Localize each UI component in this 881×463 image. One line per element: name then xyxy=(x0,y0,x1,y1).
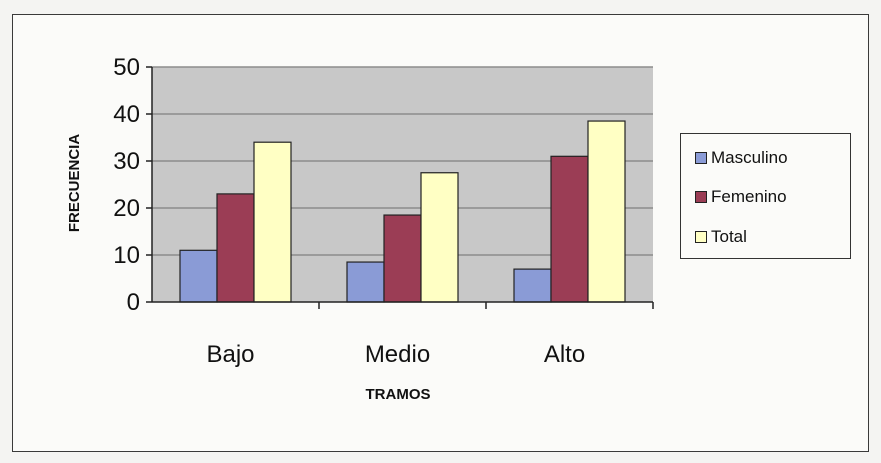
legend-label-femenino: Femenino xyxy=(711,187,787,206)
y-tick-label: 40 xyxy=(113,101,140,128)
bar-total-medio xyxy=(420,172,459,303)
legend-item-total: Total xyxy=(695,226,747,248)
y-tick-label: 10 xyxy=(113,242,140,269)
y-tick-label: 30 xyxy=(113,148,140,175)
legend-swatch-masculino xyxy=(695,152,707,164)
bars xyxy=(179,120,626,303)
y-axis-title: FRECUENCIA xyxy=(66,134,83,233)
x-tick-label: Bajo xyxy=(206,341,254,368)
bar-masculino-alto xyxy=(513,268,552,303)
legend: Masculino Femenino Total xyxy=(680,133,851,259)
x-tick-label: Medio xyxy=(365,341,430,368)
bar-femenino-medio xyxy=(383,214,422,303)
legend-label-total: Total xyxy=(711,227,747,246)
bar-total-bajo xyxy=(253,141,292,303)
axes xyxy=(146,66,654,309)
legend-item-masculino: Masculino xyxy=(695,147,788,169)
tick-labels: 0 10 20 30 40 50 Bajo Medio Alto xyxy=(113,54,585,368)
y-tick-label: 0 xyxy=(127,289,140,316)
bar-masculino-bajo xyxy=(179,249,218,303)
y-tick-label: 20 xyxy=(113,195,140,222)
legend-swatch-total xyxy=(695,231,707,243)
legend-item-femenino: Femenino xyxy=(695,186,787,208)
bar-femenino-alto xyxy=(550,155,589,303)
bar-femenino-bajo xyxy=(216,193,255,303)
legend-swatch-femenino xyxy=(695,191,707,203)
x-axis-title: TRAMOS xyxy=(366,386,431,403)
bar-total-alto xyxy=(587,120,626,303)
legend-label-masculino: Masculino xyxy=(711,148,788,167)
y-tick-label: 50 xyxy=(113,54,140,81)
x-tick-label: Alto xyxy=(544,341,585,368)
bar-masculino-medio xyxy=(346,261,385,303)
